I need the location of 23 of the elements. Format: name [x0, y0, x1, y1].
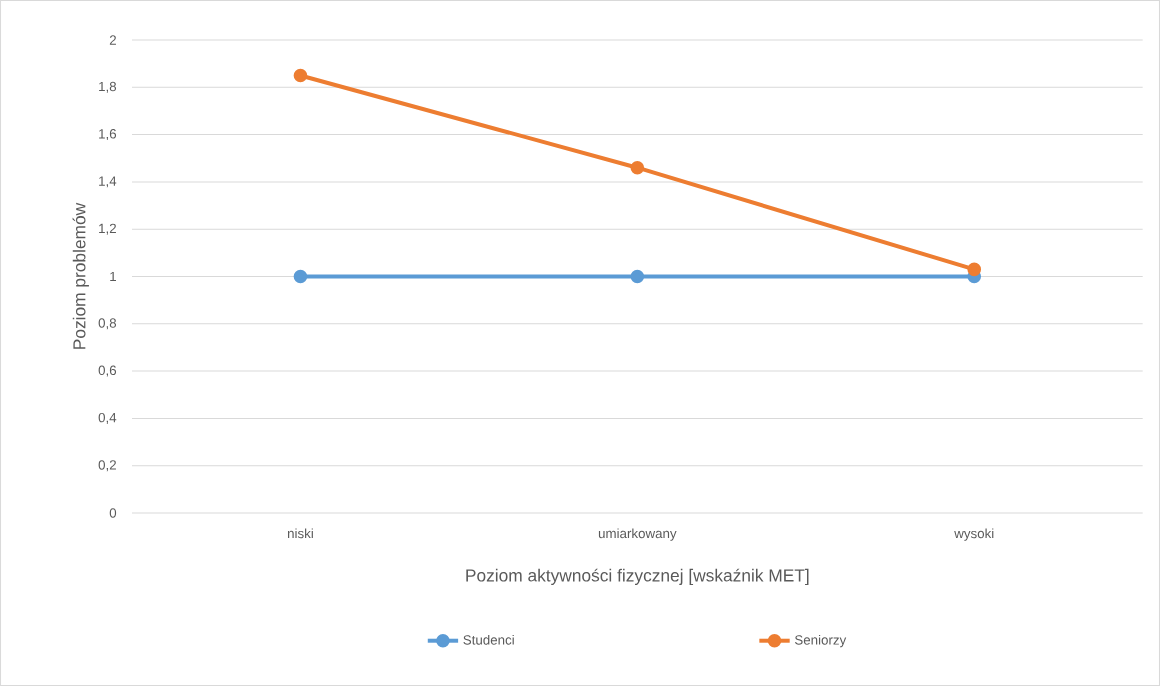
y-tick-label: 0 — [109, 508, 117, 518]
y-tick-label: 0,4 — [98, 412, 117, 424]
y-tick-label: 1,2 — [99, 223, 116, 235]
point — [630, 160, 645, 175]
point — [630, 269, 645, 284]
point — [293, 68, 308, 83]
y-tick-label: 0,6 — [98, 365, 117, 377]
x-tick-label: wysoki — [954, 528, 994, 541]
y-axis-title: Poziom problemów — [72, 202, 89, 349]
y-tick-label: 0,8 — [98, 318, 117, 330]
y-tick-label: 1,8 — [99, 81, 117, 93]
legend-label: Studenci — [463, 634, 514, 645]
y-tick-label: 1,4 — [99, 176, 117, 188]
y-tick-label: 2 — [109, 35, 116, 45]
x-axis-title: Poziom aktywności fizycznej [wskaźnik MET] — [466, 568, 809, 585]
legend-label: Seniorzy — [794, 634, 847, 648]
point — [967, 262, 982, 277]
x-tick-label: umiarkowany — [598, 528, 677, 541]
y-tick-label: 1 — [110, 271, 116, 282]
y-tick-label: 1,6 — [99, 129, 117, 141]
y-tick-label: 0,2 — [98, 460, 116, 472]
x-tick-label: niski — [287, 528, 313, 539]
point — [293, 269, 308, 284]
